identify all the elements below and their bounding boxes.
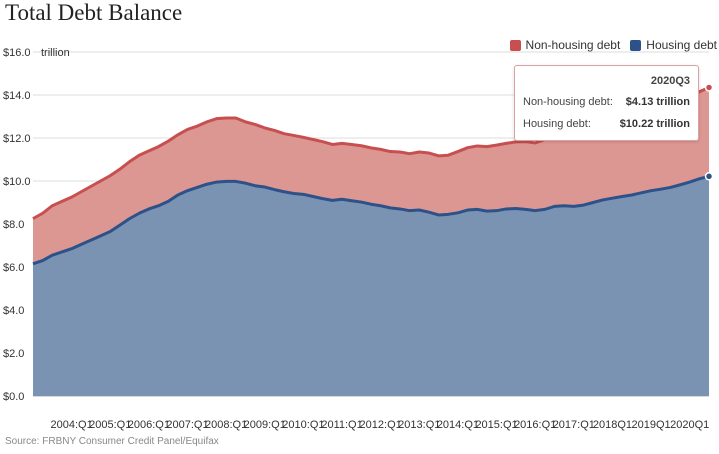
area-housing: [33, 176, 709, 396]
x-tick-label: 2015:Q1: [475, 419, 517, 431]
y-tick-label: $4.0: [3, 305, 24, 317]
legend: Non-housing debt Housing debt: [509, 38, 717, 52]
y-tick-label: $0.0: [3, 391, 24, 403]
y-tick-label: $12.0: [3, 133, 31, 145]
legend-item-housing[interactable]: Housing debt: [630, 38, 717, 52]
x-tick-label: 2018Q1: [593, 419, 632, 431]
x-tick-label: 2008:Q1: [205, 419, 247, 431]
x-tick-label: 2010:Q1: [282, 419, 324, 431]
legend-label-non-housing: Non-housing debt: [525, 38, 621, 52]
x-tick-label: 2004:Q1: [51, 419, 93, 431]
legend-swatch-non-housing: [509, 39, 521, 51]
source-note: Source: FRBNY Consumer Credit Panel/Equi…: [5, 436, 219, 447]
y-tick-label: $10.0: [3, 176, 31, 188]
area-layer: [32, 86, 710, 396]
x-tick-label: 2013:Q1: [398, 419, 440, 431]
x-tick-label: 2019Q1: [631, 419, 670, 431]
y-unit-label: trillion: [41, 47, 70, 59]
x-tick-label: 2016:Q1: [514, 419, 556, 431]
x-tick-label: 2017:Q1: [553, 419, 595, 431]
x-tick-label: 2014:Q1: [437, 419, 479, 431]
y-tick-label: $16.0: [3, 47, 31, 59]
y-tick-label: $14.0: [3, 90, 31, 102]
x-tick-label: 2009:Q1: [244, 419, 286, 431]
x-tick-label: 2006:Q1: [128, 419, 170, 431]
point-non-housing-latest: [704, 83, 714, 92]
y-tick-label: $8.0: [3, 219, 24, 231]
x-tick-label: 2012:Q1: [360, 419, 402, 431]
tooltip-row-housing: Housing debt: $10.22 trillion: [523, 118, 690, 130]
tooltip-label-housing: Housing debt:: [523, 118, 591, 130]
x-tick-label: 2011:Q1: [321, 419, 362, 431]
tooltip-value-housing: $10.22 trillion: [619, 118, 690, 130]
y-tick-label: $6.0: [3, 262, 24, 274]
tooltip-row-non-housing: Non-housing debt: $4.13 trillion: [523, 96, 690, 108]
y-tick-label: $2.0: [3, 348, 24, 360]
legend-swatch-housing: [630, 39, 642, 51]
tooltip-label-non-housing: Non-housing debt:: [523, 96, 613, 108]
point-housing-latest: [704, 172, 714, 181]
axis-layer: $0.0 $2.0 $4.0 $6.0 $8.0 $10.0 $12.0 $14.0 $16.0…: [3, 47, 709, 431]
tooltip: 2020Q3 Non-housing debt: $4.13 trillion …: [514, 65, 699, 141]
point-layer: [704, 83, 714, 181]
legend-item-non-housing[interactable]: Non-housing debt: [509, 38, 621, 52]
x-tick-label: 2005:Q1: [89, 419, 131, 431]
chart-title: Total Debt Balance: [5, 0, 183, 25]
legend-label-housing: Housing debt: [646, 38, 717, 52]
tooltip-period: 2020Q3: [650, 75, 690, 87]
line-housing: [32, 174, 710, 266]
tooltip-value-non-housing: $4.13 trillion: [625, 96, 690, 108]
x-tick-label: 2020Q1: [670, 419, 709, 431]
area-non-housing: [33, 87, 709, 264]
x-tick-label: 2007:Q1: [166, 419, 208, 431]
